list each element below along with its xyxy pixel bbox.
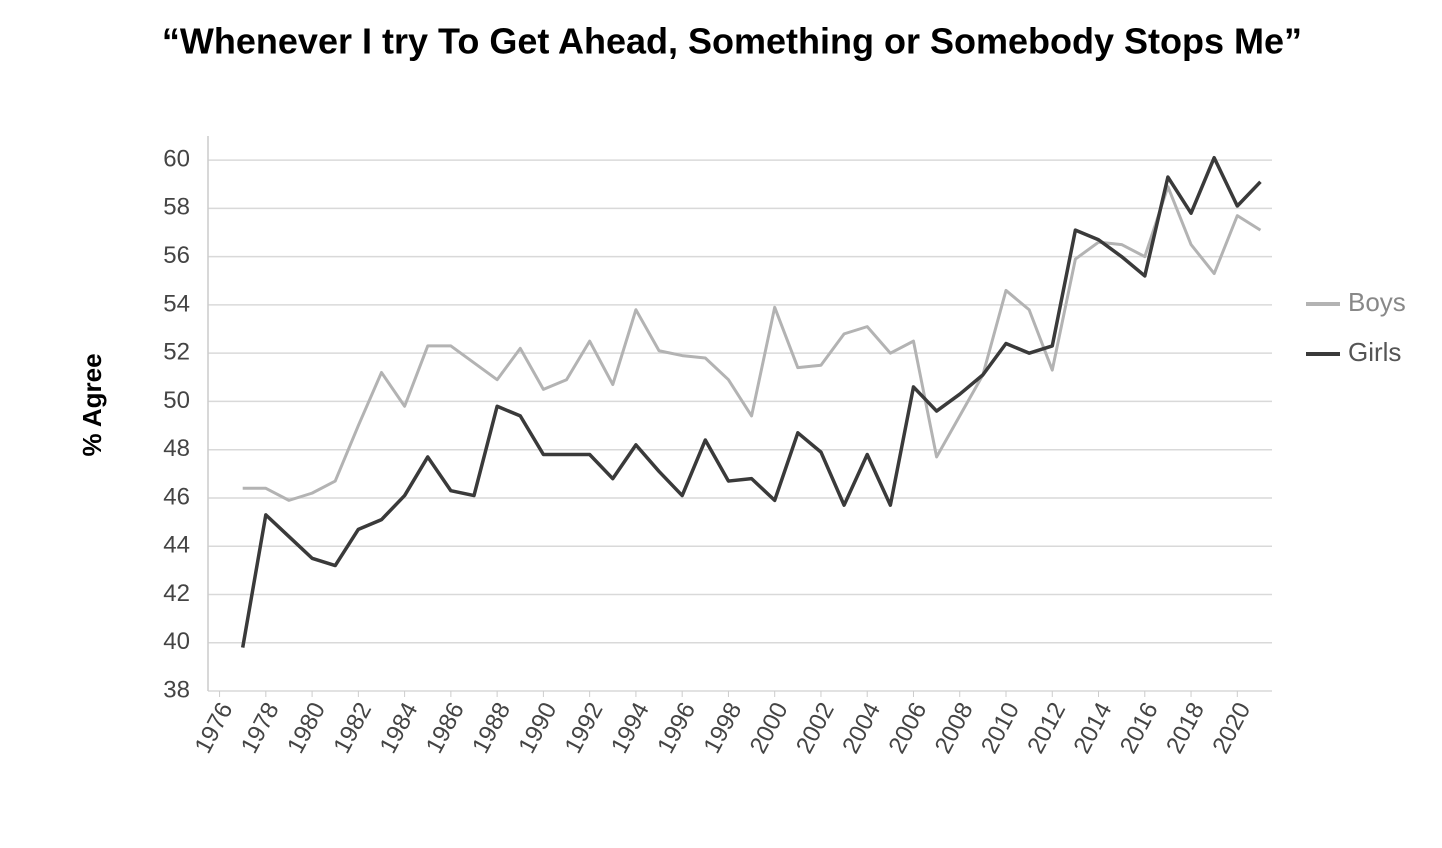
x-tick-label: 2000 [745,698,794,758]
y-tick-label: 52 [163,339,190,366]
legend-label: Girls [1348,337,1401,367]
x-tick-label: 1988 [467,698,516,758]
x-tick-label: 1998 [698,698,747,758]
y-tick-label: 42 [163,580,190,607]
x-tick-label: 2020 [1207,698,1256,758]
x-tick-label: 1996 [652,698,701,758]
x-tick-label: 2018 [1161,698,1210,758]
x-tick-label: 2006 [883,698,932,758]
y-tick-label: 56 [163,242,190,269]
y-tick-label: 48 [163,435,190,462]
y-tick-label: 46 [163,483,190,510]
x-tick-label: 2008 [930,698,979,758]
x-tick-label: 2010 [976,698,1025,758]
x-tick-label: 2016 [1115,698,1164,758]
chart-title: “Whenever I try To Get Ahead, Something … [162,21,1302,62]
y-tick-label: 60 [163,145,190,172]
x-tick-label: 2014 [1069,698,1118,758]
x-tick-label: 1984 [375,698,424,758]
y-tick-label: 44 [163,532,190,559]
series-line [240,155,1262,648]
x-tick-label: 1976 [190,698,239,758]
x-tick-label: 1986 [421,698,470,758]
x-tick-label: 1990 [513,698,562,758]
x-tick-label: 1980 [282,698,331,758]
y-tick-label: 58 [163,194,190,221]
x-tick-label: 2004 [837,698,886,758]
series-line [242,185,1262,502]
legend-label: Boys [1348,287,1406,317]
x-tick-label: 2002 [791,698,840,758]
x-tick-label: 1994 [606,698,655,758]
y-axis-label: % Agree [77,353,107,456]
y-tick-label: 38 [163,676,190,703]
y-tick-label: 54 [163,290,190,317]
x-tick-label: 1978 [236,698,285,758]
x-tick-label: 2012 [1022,698,1071,758]
y-tick-label: 40 [163,628,190,655]
x-tick-label: 1982 [328,698,377,758]
y-tick-label: 50 [163,387,190,414]
x-tick-label: 1992 [560,698,609,758]
